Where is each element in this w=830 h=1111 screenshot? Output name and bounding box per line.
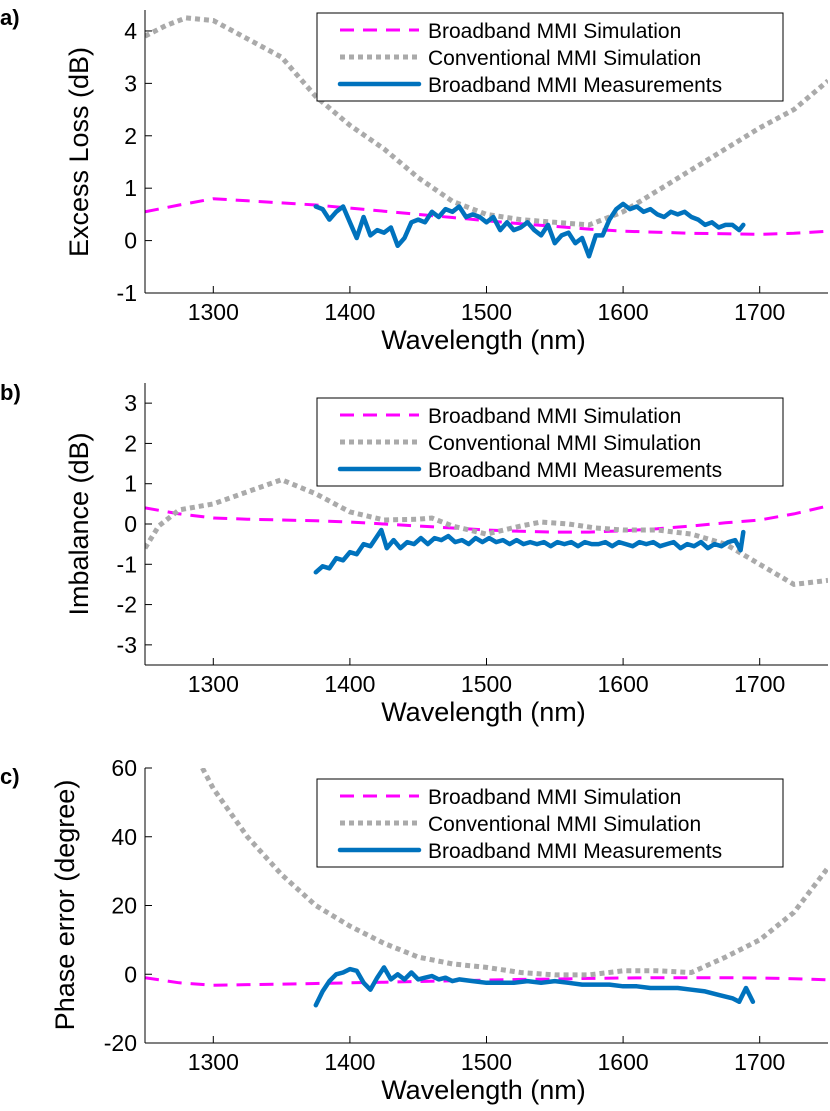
x-tick-label: 1500 (461, 299, 512, 325)
x-tick-label: 1300 (188, 671, 239, 697)
series-line-solid (313, 965, 756, 1008)
series-line-solid (313, 201, 746, 259)
x-tick-label: 1500 (461, 671, 512, 697)
legend-entry: Broadband MMI Simulation (428, 405, 681, 428)
panel-label: c) (0, 764, 20, 789)
chart-panel-c: 1300 1400 1500 1600 1700 -20 0 20 40 60 Wavelength… (0, 755, 828, 1105)
y-tick-label: 40 (111, 824, 137, 850)
x-tick-label: 1300 (188, 299, 239, 325)
x-tick-label: 1400 (324, 299, 375, 325)
y-tick-label: 3 (124, 390, 137, 416)
x-tick-label: 1600 (598, 1049, 649, 1075)
y-axis-label: Imbalance (dB) (64, 432, 94, 615)
panel-label: a) (0, 5, 20, 30)
legend-entry: Conventional MMI Simulation (428, 47, 701, 70)
y-tick-label: 0 (124, 511, 137, 537)
legend-entry: Broadband MMI Simulation (428, 786, 681, 809)
x-tick-label: 1400 (324, 1049, 375, 1075)
series-line-dotted (145, 477, 828, 587)
x-tick-label: 1500 (461, 1049, 512, 1075)
series-line-solid (313, 527, 746, 575)
y-tick-label: -1 (117, 551, 137, 577)
x-tick-label: 1300 (188, 1049, 239, 1075)
series-line-dashed (145, 504, 828, 534)
y-tick-label: 4 (124, 18, 137, 44)
legend-box (316, 397, 784, 487)
y-tick-label: -1 (117, 280, 137, 306)
legend-entry: Broadband MMI Measurements (428, 459, 722, 482)
legend-entry: Broadband MMI Measurements (428, 74, 722, 97)
x-axis-label: Wavelength (nm) (381, 325, 586, 355)
legend-entry: Conventional MMI Simulation (428, 432, 701, 455)
legend: Broadband MMI Simulation Conventional MMI… (316, 397, 784, 487)
legend-entry: Broadband MMI Simulation (428, 20, 681, 43)
chart-panel-b: 1300 1400 1500 1600 1700 -3 -2 -1 0 1 2 3 Wavelength… (0, 380, 828, 727)
legend-entry: Conventional MMI Simulation (428, 813, 701, 836)
y-tick-label: -20 (104, 1030, 137, 1056)
y-tick-label: 2 (124, 123, 137, 149)
legend: Broadband MMI Simulation Conventional MMI… (316, 778, 784, 868)
x-tick-label: 1700 (734, 671, 785, 697)
series-line-dashed (145, 197, 828, 236)
panel-label: b) (0, 380, 21, 405)
y-tick-label: 2 (124, 430, 137, 456)
y-axis-label: Phase error (degree) (50, 780, 80, 1031)
y-tick-label: -3 (117, 632, 137, 658)
x-tick-label: 1600 (598, 671, 649, 697)
x-tick-label: 1700 (734, 1049, 785, 1075)
y-tick-label: 1 (124, 471, 137, 497)
series-line-dotted (200, 768, 828, 978)
legend-entry: Broadband MMI Measurements (428, 840, 722, 863)
y-tick-label: 60 (111, 755, 137, 781)
x-axis-label: Wavelength (nm) (381, 697, 586, 727)
x-axis-label: Wavelength (nm) (381, 1075, 586, 1105)
y-tick-label: 3 (124, 70, 137, 96)
y-axis-label: Excess Loss (dB) (64, 47, 94, 257)
y-tick-label: -2 (117, 592, 137, 618)
y-tick-label: 20 (111, 893, 137, 919)
y-tick-label: 1 (124, 175, 137, 201)
x-tick-label: 1700 (734, 299, 785, 325)
y-tick-label: 0 (124, 228, 137, 254)
series-line-dotted (145, 15, 828, 228)
chart-panel-a: 1300 1400 1500 1600 1700 -1 0 1 2 3 4 Wavelength (n… (0, 5, 828, 355)
x-tick-label: 1400 (324, 671, 375, 697)
legend: Broadband MMI Simulation Conventional MMI… (316, 12, 784, 102)
y-tick-label: 0 (124, 961, 137, 987)
x-tick-label: 1600 (598, 299, 649, 325)
